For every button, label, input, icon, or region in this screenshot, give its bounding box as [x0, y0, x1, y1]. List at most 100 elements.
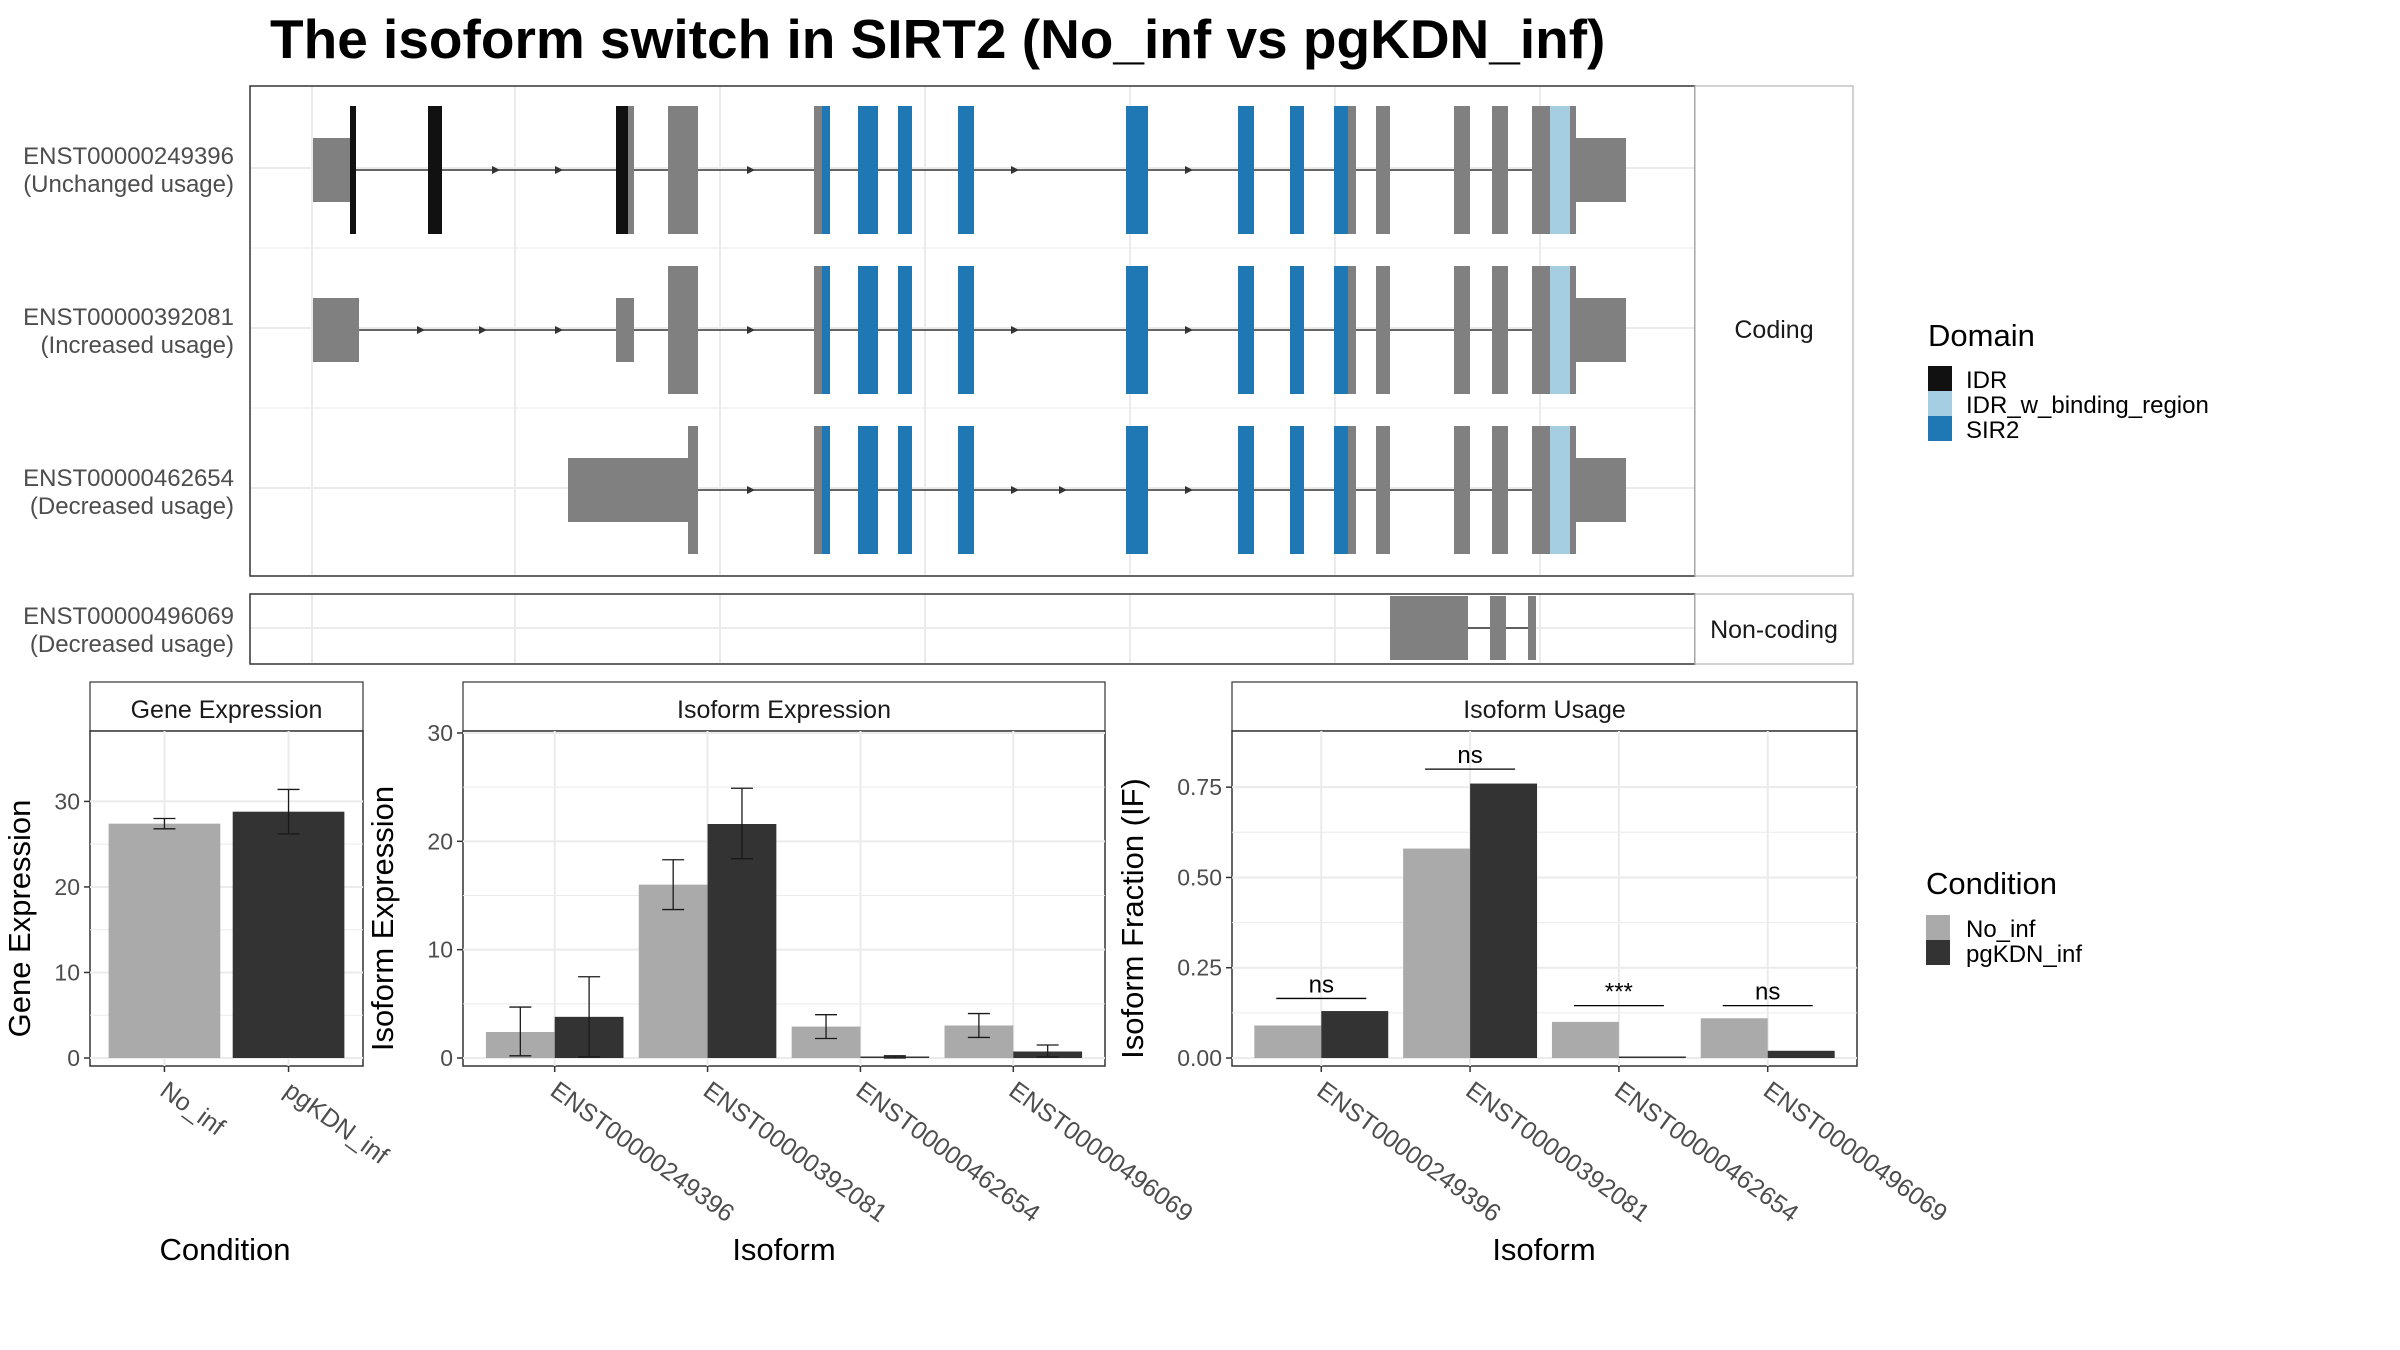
domain-IDR — [428, 106, 442, 234]
significance-label: ns — [1755, 979, 1780, 1006]
y-tick-label: 0.00 — [1177, 1045, 1222, 1071]
bar — [1767, 1050, 1835, 1058]
domain-SIR2 — [898, 106, 912, 234]
condition-legend-key-no-inf — [1926, 915, 1950, 940]
domain-SIR2 — [822, 106, 830, 234]
exon — [814, 106, 822, 234]
bar-charts: Gene Expression 0 10 20 30 No_inf pgKDN_inf Con… — [2, 681, 1952, 1267]
domain-IDR — [350, 106, 356, 234]
transcript-label-0-usage: (Unchanged usage) — [23, 171, 234, 198]
condition-legend-key-pgkdn-inf — [1926, 940, 1950, 965]
strand-arrow — [1185, 486, 1193, 494]
y-tick-label: 30 — [54, 788, 80, 814]
exon — [1376, 266, 1390, 394]
transcript-label-1-usage: (Increased usage) — [41, 332, 234, 359]
domain-SIR2 — [1238, 106, 1254, 234]
chart-panel-1: Isoform Expression0102030ENST00000249396… — [365, 681, 1198, 1267]
domain-SIR2 — [822, 266, 830, 394]
domain-legend-label-idr-binding: IDR_w_binding_region — [1966, 392, 2209, 419]
exon — [1492, 426, 1508, 554]
exon — [814, 266, 822, 394]
domain-SIR2 — [1238, 426, 1254, 554]
transcript-label-0-id: ENST00000249396 — [23, 143, 234, 170]
strand-arrow — [1185, 326, 1193, 334]
domain-SIR2 — [1126, 266, 1148, 394]
exon — [1376, 106, 1390, 234]
bar — [1321, 1011, 1389, 1058]
y-tick-label: 0.75 — [1177, 774, 1222, 800]
domain-IDR — [616, 106, 628, 234]
exon — [1492, 106, 1508, 234]
domain-SIR2 — [1238, 266, 1254, 394]
exon — [814, 426, 822, 554]
condition-legend-label-pgkdn-inf: pgKDN_inf — [1966, 941, 2082, 968]
x-tick-label: pgKDN_inf — [279, 1076, 393, 1170]
y-tick-label: 0.25 — [1177, 955, 1222, 981]
exon — [1348, 426, 1356, 554]
strand-arrow — [747, 326, 755, 334]
strand-arrow — [1185, 166, 1193, 174]
transcript-label-1-id: ENST00000392081 — [23, 304, 234, 331]
x-tick-label: No_inf — [155, 1076, 230, 1141]
chart-strip — [462, 681, 1106, 732]
bar — [1403, 848, 1471, 1058]
bar — [232, 811, 345, 1058]
strand-arrow — [1011, 486, 1019, 494]
y-axis-label: Gene Expression — [2, 800, 37, 1038]
chart-panel-0: Gene Expression 0 10 20 30 No_inf pgKDN_inf Con… — [2, 681, 393, 1267]
transcript-structure-panel: Coding Non-coding ENST00000249396 (Uncha… — [23, 85, 1854, 665]
bar — [1551, 1021, 1619, 1058]
chart-title: Gene Expression — [131, 696, 323, 724]
exon — [1532, 266, 1550, 394]
figure-title: The isoform switch in SIRT2 (No_inf vs p… — [270, 8, 1605, 70]
exon — [1576, 298, 1626, 362]
x-axis-label: Condition — [160, 1232, 291, 1267]
strand-arrow — [1011, 326, 1019, 334]
domain-SIR2 — [958, 266, 974, 394]
transcript-label-2-id: ENST00000462654 — [23, 465, 234, 492]
condition-legend-title: Condition — [1926, 866, 2057, 901]
chart-title: Isoform Usage — [1463, 696, 1626, 724]
exon — [1454, 266, 1470, 394]
domain-legend-key-idr-binding — [1928, 391, 1952, 416]
y-axis-label: Isoform Fraction (IF) — [1115, 778, 1150, 1059]
chart-plot-area — [462, 730, 1106, 1067]
domain-SIR2 — [822, 426, 830, 554]
domain-SIR2 — [1290, 106, 1304, 234]
noncoding-strip — [1694, 593, 1854, 665]
strand-arrow — [479, 326, 487, 334]
y-tick-label: 0 — [440, 1045, 453, 1071]
domain-legend: Domain IDR IDR_w_binding_region SIR2 — [1928, 318, 2209, 444]
strand-arrow — [492, 166, 500, 174]
strand-arrow — [417, 326, 425, 334]
strand-arrow — [555, 166, 563, 174]
exon — [628, 106, 634, 234]
exon — [1490, 596, 1506, 660]
domain-SIR2 — [1334, 106, 1348, 234]
condition-legend-label-no-inf: No_inf — [1966, 916, 2036, 943]
coding-strip-label: Coding — [1734, 316, 1813, 344]
exon — [568, 458, 688, 522]
transcript-label-2-usage: (Decreased usage) — [30, 493, 234, 520]
exon — [1532, 426, 1550, 554]
domain-SIR2 — [958, 106, 974, 234]
bar — [1254, 1025, 1322, 1058]
domain-IDR_w_binding_region — [1550, 266, 1570, 394]
domain-SIR2 — [958, 426, 974, 554]
x-axis-label: Isoform — [732, 1232, 835, 1267]
exon — [1532, 106, 1550, 234]
exon — [1376, 426, 1390, 554]
exon — [1348, 106, 1356, 234]
bar — [707, 824, 777, 1058]
exon — [1576, 138, 1626, 202]
strand-arrow — [747, 486, 755, 494]
exon — [688, 426, 698, 554]
y-tick-label: 30 — [427, 720, 453, 746]
chart-strip — [1231, 681, 1858, 732]
exon — [313, 298, 359, 362]
bar — [1700, 1018, 1768, 1058]
exon — [1570, 266, 1576, 394]
bar — [638, 884, 708, 1058]
y-tick-label: 20 — [54, 874, 80, 900]
